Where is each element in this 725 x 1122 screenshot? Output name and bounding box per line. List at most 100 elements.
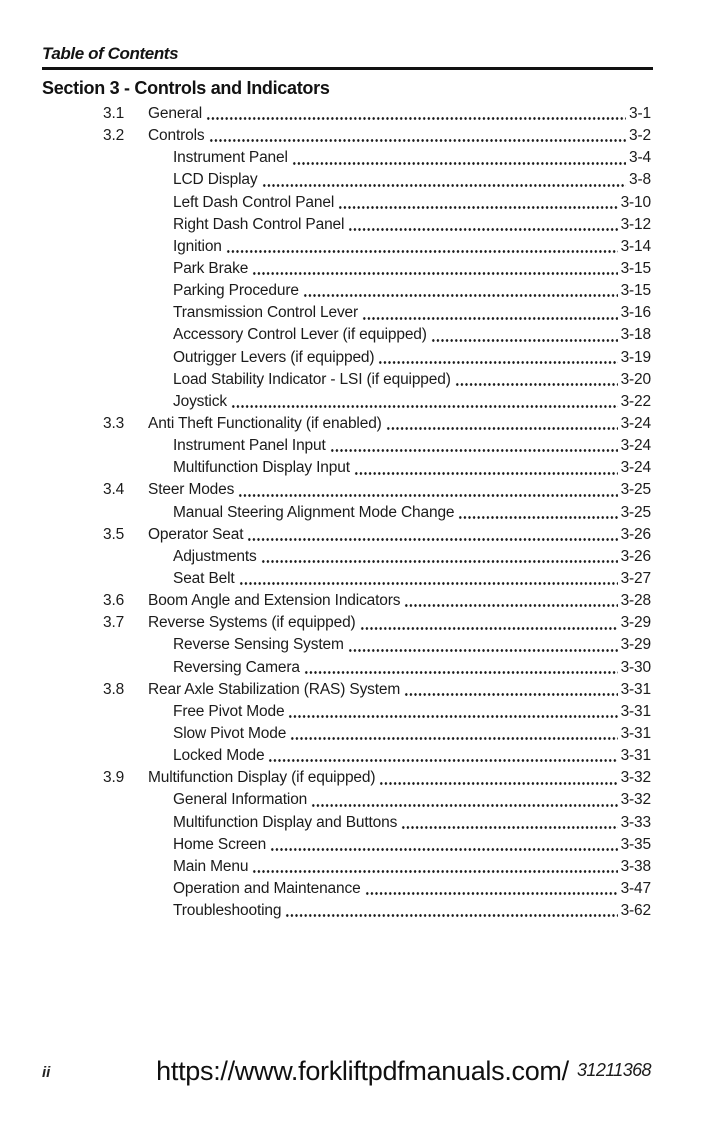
toc-entry: LCD Display 3-8 — [103, 169, 651, 192]
dot-leader — [260, 545, 618, 568]
toc-entry-indent — [103, 169, 173, 191]
footer-url-watermark: https://www.forkliftpdfmanuals.com/ — [156, 1056, 569, 1086]
dot-leader — [247, 523, 618, 546]
toc-entry-page: 3-26 — [620, 547, 652, 565]
toc-entry-number: 3.7 — [103, 614, 125, 632]
toc-entry: Free Pivot Mode 3-31 — [103, 700, 651, 723]
toc-entry-number: 3.6 — [103, 592, 125, 610]
toc-entry: Slow Pivot Mode 3-31 — [103, 722, 651, 746]
toc-entry-indent — [103, 324, 173, 346]
toc-entry-title: Boom Angle and Extension Indicators — [148, 592, 401, 610]
dot-leader — [401, 811, 618, 834]
toc-entry-page: 3-62 — [620, 902, 652, 920]
toc-entry-indent — [103, 147, 173, 169]
toc-entry: Adjustments 3-26 — [103, 545, 652, 568]
toc-entry: 3.8 Rear Axle Stabilization (RAS) System 3… — [103, 678, 651, 701]
dot-leader — [290, 722, 618, 746]
dot-leader — [252, 257, 618, 281]
toc-entry-title: Operator Seat — [148, 525, 244, 543]
toc-entry-number: 3.4 — [103, 481, 125, 499]
toc-entry-page: 3-1 — [629, 105, 651, 122]
dot-leader — [329, 435, 618, 458]
toc-entry-page: 3-35 — [620, 835, 652, 853]
toc-entry-indent — [103, 878, 173, 900]
toc-entry: 3.4 Steer Modes 3-25 — [103, 479, 651, 502]
toc-entry-page: 3-38 — [620, 857, 652, 875]
toc-entry-indent — [103, 812, 173, 834]
toc-entry-title: Multifunction Display and Buttons — [173, 813, 398, 831]
toc-entry-title: Park Brake — [173, 259, 249, 277]
toc-entry-title: Multifunction Display (if equipped) — [148, 769, 376, 787]
toc-entry-page: 3-31 — [620, 747, 652, 765]
toc-entry: Left Dash Control Panel 3-10 — [103, 191, 651, 214]
toc-entry-indent — [103, 435, 173, 457]
dot-leader — [268, 745, 618, 768]
toc-entry: 3.2 Controls 3-2 — [103, 125, 651, 148]
toc-entry-page: 3-18 — [620, 326, 652, 344]
dot-leader — [302, 280, 618, 303]
toc-entry-title: Right Dash Control Panel — [173, 215, 345, 233]
toc-entry: Load Stability Indicator - LSI (if equip… — [103, 368, 651, 391]
toc-entry-page: 3-28 — [620, 592, 652, 610]
toc-entry-title: LCD Display — [173, 171, 258, 189]
toc-entry: Multifunction Display Input 3-24 — [103, 457, 651, 480]
toc-entry-number: 3.2 — [103, 127, 125, 145]
toc-entry-indent — [103, 657, 173, 679]
toc-entry-indent — [103, 834, 173, 856]
toc-entry-title: Transmission Control Lever — [173, 304, 359, 322]
dot-leader — [303, 656, 618, 679]
toc-entry-indent — [103, 236, 173, 258]
toc-entry-page: 3-27 — [620, 569, 652, 587]
dot-leader — [225, 235, 618, 258]
toc-entry: Outrigger Levers (if equipped) 3-19 — [103, 346, 651, 369]
dot-leader — [458, 501, 618, 524]
toc-entry-title: Left Dash Control Panel — [173, 193, 335, 211]
toc-entry-title: Adjustments — [173, 547, 257, 565]
toc-entry: 3.7 Reverse Systems (if equipped) 3-29 — [103, 612, 651, 635]
toc-entry-title: Joystick — [173, 392, 227, 410]
dot-leader — [230, 390, 618, 413]
toc-entry: Home Screen 3-35 — [103, 833, 652, 856]
dot-leader — [238, 567, 618, 591]
toc-entry-title: General — [148, 105, 203, 122]
toc-entry-title: Reverse Sensing System — [173, 636, 344, 654]
toc-entry-indent — [103, 723, 173, 745]
toc-entry: Park Brake 3-15 — [103, 257, 652, 281]
dot-leader — [285, 900, 618, 923]
toc-entry-page: 3-24 — [620, 437, 652, 455]
toc-entry-indent — [103, 634, 173, 656]
toc-entry: General Information 3-32 — [103, 789, 651, 812]
toc-entry-page: 3-15 — [620, 259, 652, 277]
toc-entry: Multifunction Display and Buttons 3-33 — [103, 811, 651, 834]
toc-entry: 3.3 Anti Theft Functionality (if enabled)… — [103, 412, 652, 436]
toc-entry-title: Anti Theft Functionality (if enabled) — [148, 414, 382, 432]
toc-entry: Instrument Panel Input 3-24 — [103, 435, 652, 458]
toc-entry-indent — [103, 280, 173, 302]
toc-entry-page: 3-24 — [620, 414, 652, 432]
toc-entry-title: General Information — [173, 791, 308, 809]
toc-entry-indent — [103, 789, 173, 811]
toc-entry-title: Load Stability Indicator - LSI (if equip… — [173, 370, 451, 388]
toc-entry-page: 3-8 — [629, 171, 651, 189]
toc-entry: Reverse Sensing System 3-29 — [103, 634, 651, 657]
dot-leader — [206, 103, 627, 126]
toc-entry-title: Controls — [148, 127, 205, 145]
toc-entry-title: Home Screen — [173, 835, 267, 853]
dot-leader — [288, 700, 618, 723]
toc-entry-title: Outrigger Levers (if equipped) — [173, 348, 375, 366]
toc-entry-indent — [103, 457, 173, 479]
dot-leader — [364, 877, 618, 901]
toc-entry-number: 3.5 — [103, 525, 125, 543]
toc-entry-title: Multifunction Display Input — [173, 459, 350, 477]
footer-page-number: ii — [42, 1064, 51, 1081]
toc-entry-indent — [103, 214, 173, 236]
toc-entry-number: 3.1 — [103, 105, 125, 122]
toc-entry: Main Menu 3-38 — [103, 855, 652, 878]
toc-entry-title: Reverse Systems (if equipped) — [148, 614, 356, 632]
toc-entry-indent — [103, 745, 173, 767]
dot-leader — [379, 767, 618, 790]
toc-entry-page: 3-25 — [620, 503, 652, 521]
toc-entry-page: 3-26 — [620, 525, 652, 543]
toc-entry-page: 3-32 — [620, 769, 652, 787]
